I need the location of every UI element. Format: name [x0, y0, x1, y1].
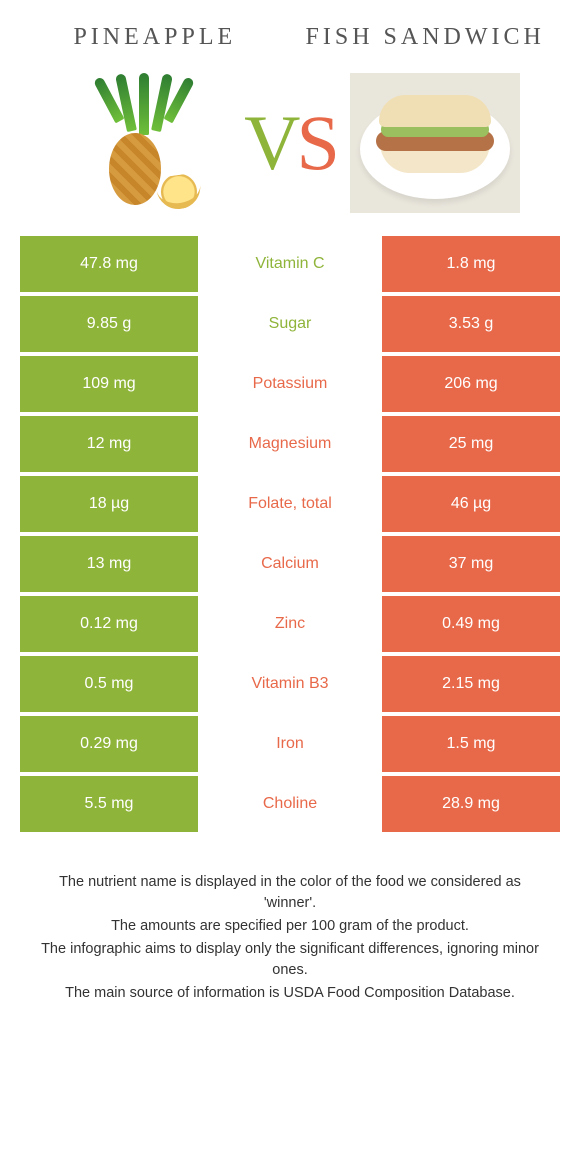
value-right: 206 mg: [382, 356, 560, 412]
bun-top-icon: [379, 95, 491, 127]
nutrient-label: Iron: [198, 716, 382, 772]
fish-sandwich-image: [350, 68, 520, 218]
pineapple-crown-icon: [115, 73, 173, 135]
nutrient-label: Choline: [198, 776, 382, 832]
table-row: 13 mgCalcium37 mg: [20, 536, 560, 592]
table-row: 109 mgPotassium206 mg: [20, 356, 560, 412]
value-right: 25 mg: [382, 416, 560, 472]
footer-line: The main source of information is USDA F…: [38, 983, 542, 1004]
value-right: 0.49 mg: [382, 596, 560, 652]
value-left: 18 µg: [20, 476, 198, 532]
vs-s: S: [296, 99, 335, 186]
table-row: 18 µgFolate, total46 µg: [20, 476, 560, 532]
vs-v: V: [244, 99, 296, 186]
pineapple-body-icon: [109, 133, 161, 205]
footer-notes: The nutrient name is displayed in the co…: [0, 836, 580, 1004]
nutrient-label: Magnesium: [198, 416, 382, 472]
value-right: 1.8 mg: [382, 236, 560, 292]
table-row: 0.12 mgZinc0.49 mg: [20, 596, 560, 652]
value-left: 47.8 mg: [20, 236, 198, 292]
title-left: PINEAPPLE: [30, 22, 280, 52]
value-right: 2.15 mg: [382, 656, 560, 712]
pineapple-slice-icon: [155, 172, 203, 212]
images-row: VS: [0, 62, 580, 236]
value-left: 13 mg: [20, 536, 198, 592]
footer-line: The amounts are specified per 100 gram o…: [38, 916, 542, 937]
nutrient-label: Sugar: [198, 296, 382, 352]
table-row: 9.85 gSugar3.53 g: [20, 296, 560, 352]
nutrient-label: Vitamin B3: [198, 656, 382, 712]
value-left: 0.29 mg: [20, 716, 198, 772]
header: PINEAPPLE FISH SANDWICH: [0, 0, 580, 62]
footer-line: The infographic aims to display only the…: [38, 939, 542, 981]
value-left: 12 mg: [20, 416, 198, 472]
value-right: 37 mg: [382, 536, 560, 592]
nutrient-label: Calcium: [198, 536, 382, 592]
value-left: 0.12 mg: [20, 596, 198, 652]
nutrient-label: Zinc: [198, 596, 382, 652]
pineapple-image: [60, 68, 230, 218]
table-row: 0.5 mgVitamin B32.15 mg: [20, 656, 560, 712]
value-left: 5.5 mg: [20, 776, 198, 832]
footer-line: The nutrient name is displayed in the co…: [38, 872, 542, 914]
table-row: 0.29 mgIron1.5 mg: [20, 716, 560, 772]
table-row: 47.8 mgVitamin C1.8 mg: [20, 236, 560, 292]
value-right: 3.53 g: [382, 296, 560, 352]
nutrient-label: Folate, total: [198, 476, 382, 532]
comparison-table: 47.8 mgVitamin C1.8 mg9.85 gSugar3.53 g1…: [0, 236, 580, 832]
value-left: 109 mg: [20, 356, 198, 412]
vs-label: VS: [244, 98, 336, 188]
nutrient-label: Potassium: [198, 356, 382, 412]
nutrient-label: Vitamin C: [198, 236, 382, 292]
value-left: 0.5 mg: [20, 656, 198, 712]
value-right: 1.5 mg: [382, 716, 560, 772]
title-right: FISH SANDWICH: [300, 22, 550, 52]
value-right: 28.9 mg: [382, 776, 560, 832]
table-row: 5.5 mgCholine28.9 mg: [20, 776, 560, 832]
value-right: 46 µg: [382, 476, 560, 532]
value-left: 9.85 g: [20, 296, 198, 352]
table-row: 12 mgMagnesium25 mg: [20, 416, 560, 472]
